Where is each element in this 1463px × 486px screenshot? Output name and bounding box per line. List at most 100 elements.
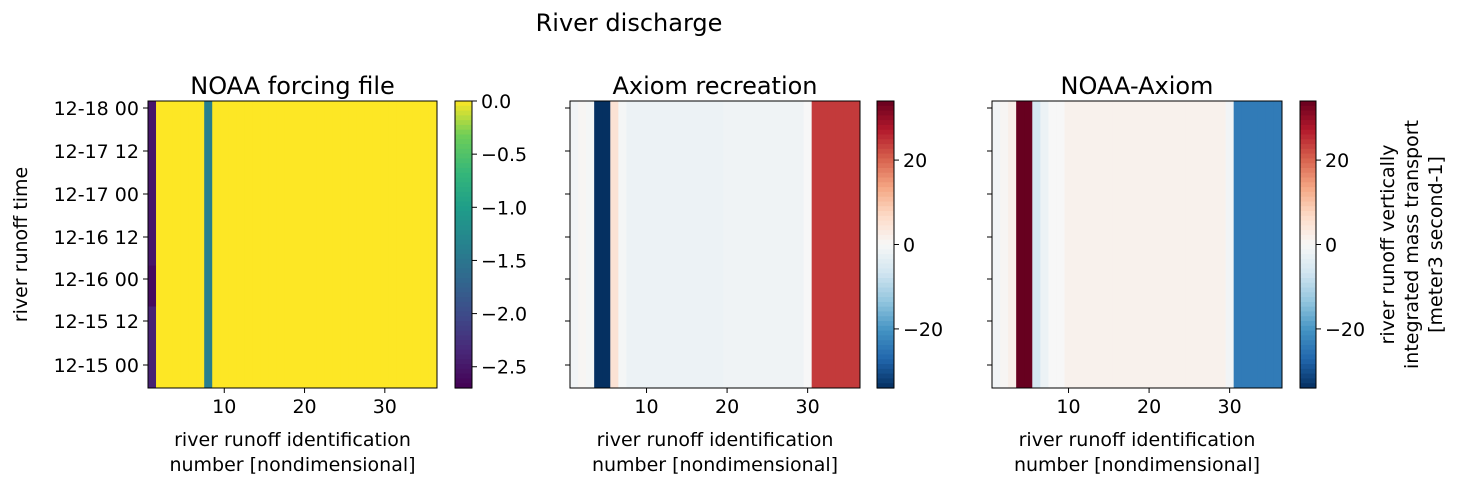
- heatmap-cell: [148, 224, 157, 266]
- heatmap-cell: [380, 101, 390, 388]
- heatmap-cell: [148, 265, 157, 307]
- heatmap-cell: [164, 101, 173, 388]
- colorbar-tick-label: 0: [903, 235, 915, 257]
- colorbar-segment: [877, 182, 894, 188]
- colorbar-segment: [877, 292, 894, 298]
- x-tick-label: 20: [1137, 396, 1161, 418]
- heatmap-cell: [851, 101, 861, 388]
- heatmap-cell: [252, 101, 261, 388]
- colorbar-segment: [877, 378, 894, 384]
- colorbar-segment: [877, 172, 894, 179]
- colorbar-segment: [877, 163, 894, 169]
- heatmap-cell: [795, 101, 805, 388]
- heatmap-cell: [236, 101, 245, 388]
- heatmap-cell: [1217, 101, 1227, 388]
- colorbar-segment: [1300, 144, 1316, 150]
- heatmap-cell: [578, 101, 587, 388]
- heatmap-cell: [212, 101, 221, 388]
- colorbar-segment: [877, 148, 894, 155]
- colorbar-tick-label: 0: [1325, 235, 1337, 257]
- colorbar-segment: [877, 354, 894, 360]
- heatmap-cell: [1201, 101, 1210, 388]
- colorbar-segment: [455, 105, 472, 112]
- colorbar-segment: [1300, 211, 1316, 217]
- colorbar-segment: [455, 206, 472, 212]
- colorbar-segment: [1300, 311, 1316, 317]
- colorbar-segment: [877, 239, 894, 246]
- colorbar-segment: [877, 383, 894, 389]
- colorbar-segment: [1300, 359, 1316, 365]
- colorbar-segment: [877, 220, 894, 226]
- heatmap-cell: [763, 101, 772, 388]
- colorbar-segment: [455, 230, 472, 236]
- heatmap-cell: [1153, 101, 1162, 388]
- x-axis-label: number [nondimensional]: [1014, 454, 1260, 476]
- colorbar-segment: [455, 110, 472, 116]
- colorbar-segment: [1300, 316, 1316, 322]
- x-axis-label: river runoff identification: [1019, 429, 1256, 451]
- colorbar-segment: [877, 124, 894, 131]
- colorbar-segment: [455, 163, 472, 169]
- colorbar-segment: [877, 129, 894, 136]
- heatmap-cell: [739, 101, 748, 388]
- colorbar-segment: [1300, 321, 1316, 327]
- heatmap-cell: [428, 101, 438, 388]
- heatmap-cell: [706, 101, 716, 388]
- colorbar-frame: [454, 100, 473, 389]
- heatmap-cell: [1088, 101, 1098, 388]
- x-tick-label: 10: [1056, 396, 1080, 418]
- heatmap-cell: [1145, 101, 1154, 388]
- heatmap-cell: [300, 101, 310, 388]
- colorbar-segment: [1300, 263, 1316, 270]
- colorbar-label: integrated mass transport: [1401, 120, 1423, 369]
- colorbar-segment: [455, 306, 472, 313]
- colorbar-segment: [1300, 349, 1316, 356]
- colorbar-segment: [877, 330, 894, 336]
- heatmap-cell: [618, 101, 627, 388]
- x-tick-label: 20: [292, 396, 316, 418]
- heatmap-cell: [348, 101, 358, 388]
- heatmap-cell: [690, 101, 700, 388]
- x-tick-label: 10: [212, 396, 236, 418]
- colorbar-segment: [877, 215, 894, 222]
- heatmap-cells: [570, 101, 861, 388]
- colorbar-segment: [1300, 134, 1316, 140]
- colorbar-tick-label: 0.0: [481, 91, 511, 113]
- colorbar-segment: [455, 124, 472, 131]
- heatmap-cell: [188, 101, 197, 388]
- colorbar-tick-label: −1.5: [481, 250, 527, 272]
- colorbar-segment: [877, 167, 894, 174]
- colorbar-segment: [877, 201, 894, 207]
- heatmap-cell: [723, 101, 732, 388]
- panel-title: Axiom recreation: [612, 72, 817, 100]
- colorbar-segment: [1300, 254, 1316, 260]
- heatmap-cell: [1185, 101, 1194, 388]
- colorbar-segment: [1300, 340, 1316, 346]
- heatmap-cell: [356, 101, 366, 388]
- heatmap-cell: [1032, 101, 1041, 388]
- colorbar-segment: [455, 354, 472, 360]
- heatmap-cell: [1104, 101, 1114, 388]
- colorbar-segment: [455, 120, 472, 126]
- colorbar-label: [meter3 second-1]: [1425, 156, 1447, 333]
- colorbar-segment: [877, 206, 894, 212]
- colorbar-segment: [455, 344, 472, 351]
- colorbar-segment: [1300, 364, 1316, 370]
- heatmap-cells: [148, 101, 438, 389]
- colorbar-tick-label: 20: [903, 150, 927, 172]
- heatmap-cell: [268, 101, 277, 388]
- heatmap-cell: [172, 101, 181, 388]
- colorbar-segment: [877, 234, 894, 241]
- colorbar-segment: [1300, 110, 1316, 116]
- y-tick-label: 12-15 12: [54, 311, 139, 333]
- colorbar-segment: [455, 297, 472, 303]
- heatmap-cell: [1112, 101, 1122, 388]
- colorbar-segment: [1300, 383, 1316, 389]
- colorbar-segment: [877, 321, 894, 327]
- heatmap-cell: [204, 101, 213, 388]
- colorbar-segment: [877, 316, 894, 322]
- colorbar-segment: [877, 306, 894, 313]
- colorbar-segment: [1300, 373, 1316, 380]
- heatmap-cell: [1265, 101, 1275, 388]
- heatmap-cell: [148, 101, 157, 143]
